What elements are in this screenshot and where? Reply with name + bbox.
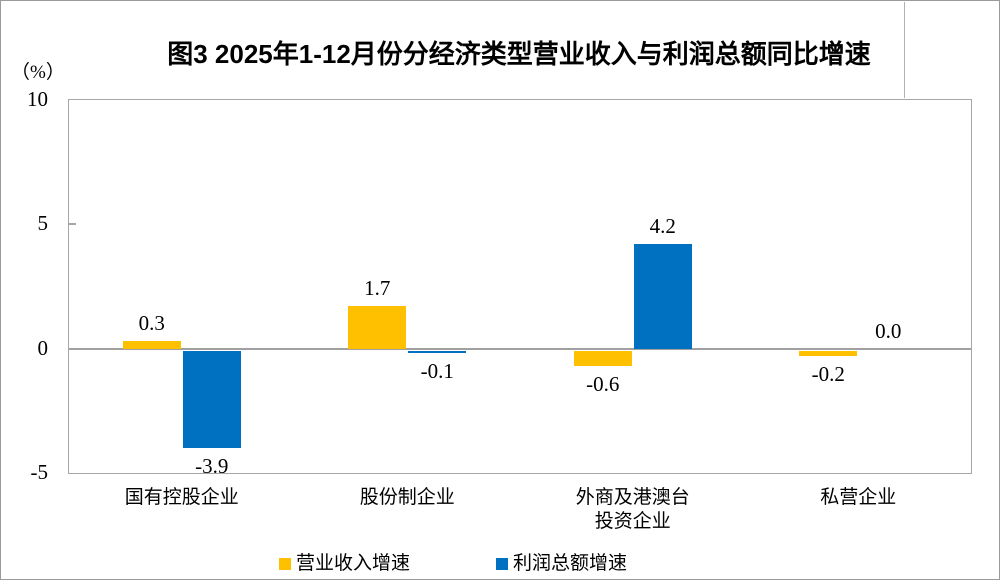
legend-item-operating-revenue: 营业收入增速 — [279, 552, 410, 576]
bar-value-label: -0.2 — [811, 361, 845, 386]
frame-divider-line — [904, 2, 905, 98]
y-tick-label: -5 — [30, 460, 49, 484]
bar-revenue — [348, 306, 407, 349]
y-axis-unit-label: （%） — [11, 62, 65, 83]
bar-value-label: 1.7 — [364, 276, 391, 301]
category-label: 私营企业 — [820, 487, 897, 508]
bar-value-label: -0.6 — [586, 371, 620, 396]
legend-item-total-profit: 利润总额增速 — [496, 552, 627, 576]
legend-label-operating-revenue: 营业收入增速 — [296, 553, 411, 574]
category-label: 外商及港澳台 投资企业 — [575, 487, 690, 532]
y-tick-label: 10 — [27, 87, 48, 111]
bar-value-label: 0.0 — [875, 318, 902, 343]
bar-value-label: 4.2 — [649, 214, 676, 239]
bar-revenue — [799, 350, 858, 356]
bar-profit — [633, 244, 692, 349]
category-label: 国有控股企业 — [124, 487, 239, 508]
y-axis-tick-mark — [69, 223, 76, 226]
bar-value-label: -0.1 — [420, 359, 454, 384]
y-tick-label: 5 — [37, 211, 49, 236]
bar-value-label: -3.9 — [195, 453, 229, 478]
bar-revenue — [122, 341, 181, 349]
bar-value-label: 0.3 — [138, 311, 165, 336]
legend-swatch-total-profit — [496, 558, 508, 570]
legend-label-total-profit: 利润总额增速 — [513, 553, 628, 574]
chart-title: 图3 2025年1-12月份分经济类型营业收入与利润总额同比增速 — [167, 39, 871, 69]
legend-swatch-operating-revenue — [279, 558, 291, 570]
plot-area: 0.3 1.7 -0.6 -0.2 -3.9 -0.1 4.2 0.0 国有控股企业 股份制企业 外… — [68, 99, 972, 532]
bar-revenue — [573, 350, 632, 366]
y-tick-label: 0 — [37, 335, 49, 360]
zero-gridline — [69, 347, 971, 350]
category-label: 股份制企业 — [359, 487, 455, 508]
bar-profit — [408, 350, 467, 354]
bar-profit — [182, 350, 241, 448]
